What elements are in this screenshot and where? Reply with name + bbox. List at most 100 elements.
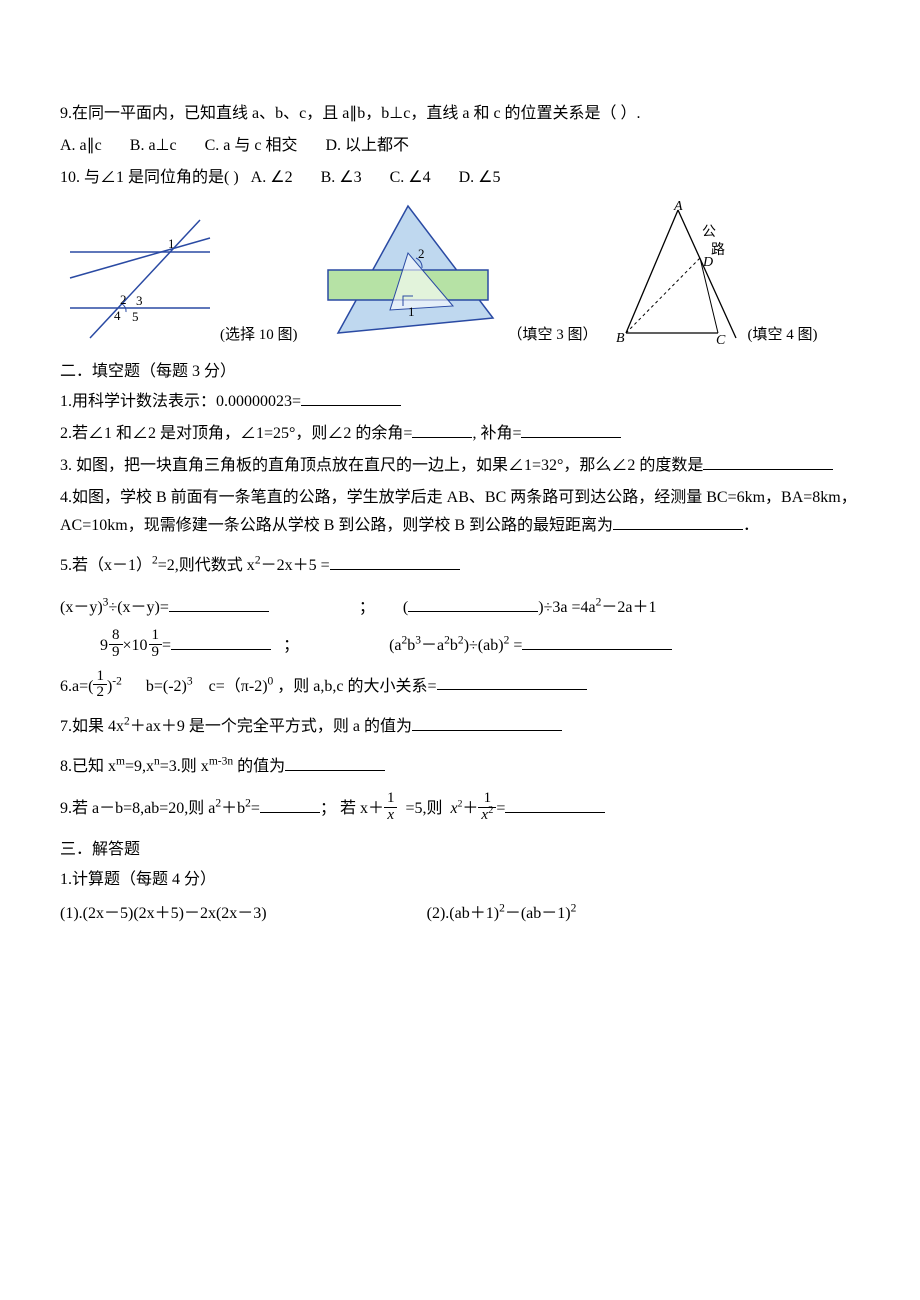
blank: [285, 754, 385, 771]
q10-text: 10. 与∠1 是同位角的是( ): [60, 169, 239, 186]
figure-row: 1 2 3 4 5 (选择 10 图) 1 2 （填空 3 图）: [60, 198, 860, 348]
q10-opt-c: C. ∠4: [390, 164, 431, 192]
figcap-1: (选择 10 图): [220, 322, 298, 348]
p1-body: 2x－5)(2x＋5)－2x(2x－3): [88, 905, 267, 922]
svg-text:C: C: [716, 333, 726, 348]
road-diagram: A B C D 公 路: [608, 198, 748, 348]
e1b-end: －2a＋1: [601, 599, 656, 616]
blank: [260, 796, 320, 813]
expr-2b: (a2b3－a2b2)÷(ab)2 =: [389, 632, 672, 660]
fill-q8: 8.已知 xm=9,xn=3.则 xm-3n 的值为: [60, 753, 860, 781]
figcap-3: (填空 4 图): [748, 322, 818, 348]
angles-diagram: 1 2 3 4 5: [60, 208, 220, 348]
calc-1: (1).(2x－5)(2x＋5)－2x(2x－3): [60, 900, 267, 928]
blank: [437, 673, 587, 690]
q9f-m2: =: [251, 800, 260, 817]
q5-pre: 5.若（x－1）: [60, 557, 152, 574]
blank: [301, 389, 401, 406]
section-3-sub: 1.计算题（每题 4 分）: [60, 866, 860, 894]
e1b-pre: ； (: [359, 599, 408, 616]
q9f-m4: =5,则: [397, 800, 450, 817]
question-9: 9.在同一平面内，已知直线 a、b、c，且 a∥b，b⊥c，直线 a 和 c 的…: [60, 100, 860, 128]
fill-q2-text-a: 2.若∠1 和∠2 是对顶角，∠1=25°，则∠2 的余角=: [60, 425, 412, 442]
q8-pre: 8.已知 x: [60, 758, 116, 775]
question-9-options: A. a∥c B. a⊥c C. a 与 c 相交 D. 以上都不: [60, 132, 860, 160]
q5-mid: =2,则代数式 x: [158, 557, 255, 574]
blank: [412, 421, 472, 438]
question-10: 10. 与∠1 是同位角的是( ) A. ∠2 B. ∠3 C. ∠4 D. ∠…: [60, 164, 860, 192]
fill-q2: 2.若∠1 和∠2 是对顶角，∠1=25°，则∠2 的余角= , 补角=: [60, 420, 860, 448]
blank: [408, 595, 538, 612]
q8-m1: =9,x: [125, 758, 154, 775]
q9f-pre: 9.若 a－b=8,ab=20,则 a: [60, 800, 215, 817]
q6-end: ，则 a,b,c 的大小关系=: [273, 677, 436, 694]
svg-text:4: 4: [114, 308, 121, 323]
p2-mid: －(ab－1): [505, 905, 571, 922]
e2a-post: =: [162, 637, 171, 654]
q8-end: 的值为: [233, 758, 285, 775]
triangle-ruler-diagram: 1 2: [308, 198, 508, 348]
q5-end: －2x＋5 =: [261, 557, 330, 574]
svg-text:3: 3: [136, 293, 143, 308]
blank: [330, 553, 460, 570]
q9f-m3: ； 若 x＋: [320, 800, 384, 817]
fill-q5: 5.若（x－1）2=2,则代数式 x2－2x＋5 =: [60, 552, 860, 580]
figure-q10: 1 2 3 4 5 (选择 10 图): [60, 208, 298, 348]
figure-fill4: A B C D 公 路 (填空 4 图): [608, 198, 818, 348]
e2b-pre: (a: [389, 637, 401, 654]
computation-row: (1).(2x－5)(2x＋5)－2x(2x－3) (2).(ab＋1)2－(a…: [60, 900, 860, 928]
fill-q9: 9.若 a－b=8,ab=20,则 a2＋b2=； 若 x＋1x =5,则 x2…: [60, 793, 860, 826]
blank: [521, 421, 621, 438]
blank: [169, 595, 269, 612]
frac-1-x: 1x: [384, 791, 398, 824]
e2b-m4: )÷(ab): [464, 637, 504, 654]
blank: [505, 796, 605, 813]
q9f-m1: ＋b: [221, 800, 245, 817]
e1b-post: )÷3a =4a: [538, 599, 595, 616]
q6-m3: c=（π-2): [193, 677, 268, 694]
q7-pre: 7.如果 4x: [60, 718, 124, 735]
q9f-x: x: [450, 800, 457, 817]
e2b-post: =: [509, 637, 522, 654]
calc-2: (2).(ab＋1)2－(ab－1)2: [427, 900, 577, 928]
fill-q6: 6.a=(12)-2 b=(-2)3 c=（π-2)0 ，则 a,b,c 的大小…: [60, 671, 860, 704]
expr-1a: (x－y)3÷(x－y)=: [60, 594, 269, 622]
e2b-m2: －a: [421, 637, 444, 654]
frac-8-9: 89: [109, 628, 123, 661]
svg-text:1: 1: [408, 304, 415, 319]
section-2-title: 二．填空题（每题 3 分）: [60, 358, 860, 386]
e2b-m3: b: [450, 637, 458, 654]
q9-opt-a: A. a∥c: [60, 132, 102, 160]
svg-text:2: 2: [418, 246, 425, 261]
expr-row-1: (x－y)3÷(x－y)= ； ()÷3a =4a2－2a＋1: [60, 594, 860, 622]
q10-opt-d: D. ∠5: [459, 164, 501, 192]
p2-pre: (2).(ab＋1): [427, 905, 499, 922]
fill-q1-text: 1.用科学计数法表示：0.00000023=: [60, 393, 301, 410]
svg-text:B: B: [616, 331, 625, 346]
frac-1-x2: 1x2: [478, 791, 496, 824]
blank: [171, 633, 271, 650]
q6-pre: 6.a=(: [60, 677, 93, 694]
q9f-plus: ＋: [462, 800, 478, 817]
fill-q4-end: ．: [743, 517, 759, 534]
blank: [412, 714, 562, 731]
fill-q7: 7.如果 4x2＋ax＋9 是一个完全平方式，则 a 的值为: [60, 713, 860, 741]
svg-text:公: 公: [702, 225, 716, 240]
q7-end: ＋ax＋9 是一个完全平方式，则 a 的值为: [130, 718, 412, 735]
figcap-2: （填空 3 图）: [508, 322, 598, 348]
e1a-mid: ÷(x－y)=: [108, 599, 168, 616]
q8-m2: =3.则 x: [160, 758, 209, 775]
fill-q3-text: 3. 如图，把一块直角三角板的直角顶点放在直尺的一边上，如果∠1=32°，那么∠…: [60, 457, 703, 474]
fill-q4: 4.如图，学校 B 前面有一条笔直的公路，学生放学后走 AB、BC 两条路可到达…: [60, 484, 860, 540]
blank: [613, 513, 743, 530]
expr-row-2: 989×1019= ； (a2b3－a2b2)÷(ab)2 =: [60, 630, 860, 663]
fill-q2-text-b: , 补角=: [472, 425, 521, 442]
fill-q1: 1.用科学计数法表示：0.00000023=: [60, 388, 860, 416]
svg-text:A: A: [673, 199, 683, 214]
q9-text: 9.在同一平面内，已知直线 a、b、c，且 a∥b，b⊥c，直线 a 和 c 的…: [60, 105, 641, 122]
svg-text:路: 路: [711, 242, 725, 258]
p1-pre: (1).(: [60, 905, 88, 922]
q10-opt-a: A. ∠2: [251, 164, 293, 192]
figure-fill3: 1 2 （填空 3 图）: [308, 198, 598, 348]
svg-text:5: 5: [132, 309, 139, 324]
